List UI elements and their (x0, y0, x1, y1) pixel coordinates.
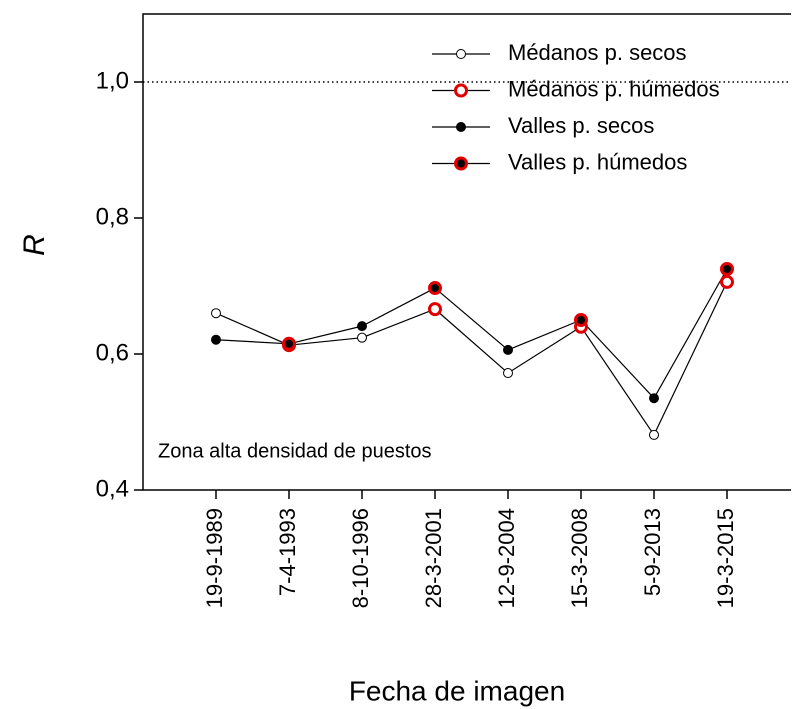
series-line (434, 308, 509, 374)
legend-marker (454, 83, 468, 98)
marker (357, 332, 367, 343)
x-tick-label: 28-3-2001 (421, 508, 446, 608)
y-axis-label: R (18, 234, 51, 256)
legend-label: Médanos p. secos (508, 40, 687, 65)
plot-frame (142, 13, 791, 491)
marker (503, 368, 513, 379)
marker (720, 274, 734, 289)
series-line (653, 281, 728, 436)
marker (428, 281, 442, 296)
series-line (580, 319, 655, 399)
legend-marker (454, 156, 468, 171)
x-tick-label: 5-9-2013 (640, 508, 665, 596)
series-line (507, 326, 582, 374)
legend-marker (456, 49, 466, 59)
legend-label: Valles p. secos (508, 113, 654, 138)
series-line (580, 326, 655, 436)
series-line (507, 319, 582, 351)
series-line (361, 287, 436, 327)
y-tick-label: 0,6 (96, 339, 129, 366)
marker (649, 429, 659, 440)
y-tick-label: 1,0 (96, 67, 129, 94)
x-axis-label: Fecha de imagen (349, 675, 565, 706)
series-line (215, 312, 290, 346)
marker (574, 313, 588, 327)
series-line (215, 339, 290, 345)
legend-marker (456, 122, 466, 132)
marker (211, 308, 221, 319)
x-tick-label: 15-3-2008 (567, 508, 592, 608)
legend-label: Médanos p. húmedos (508, 76, 720, 101)
series-line (288, 325, 363, 345)
annotation: Zona alta densidad de puestos (158, 440, 432, 462)
y-tick-label: 0,4 (96, 475, 129, 502)
marker (357, 321, 367, 332)
marker (282, 336, 296, 351)
marker (503, 344, 513, 355)
x-tick-label: 8-10-1996 (348, 508, 373, 608)
x-tick-label: 12-9-2004 (494, 508, 519, 608)
marker (720, 262, 734, 276)
x-tick-label: 19-9-1989 (202, 508, 227, 608)
marker (428, 302, 442, 317)
series-line (361, 308, 436, 339)
legend-label: Valles p. húmedos (508, 149, 687, 174)
x-tick-label: 7-4-1993 (275, 508, 300, 596)
y-tick-label: 0,8 (96, 203, 129, 230)
marker (649, 393, 659, 404)
series-line (288, 337, 363, 346)
marker (211, 334, 221, 345)
x-tick-label: 19-3-2015 (713, 508, 738, 608)
series-line (434, 287, 509, 351)
series-line (653, 268, 728, 399)
